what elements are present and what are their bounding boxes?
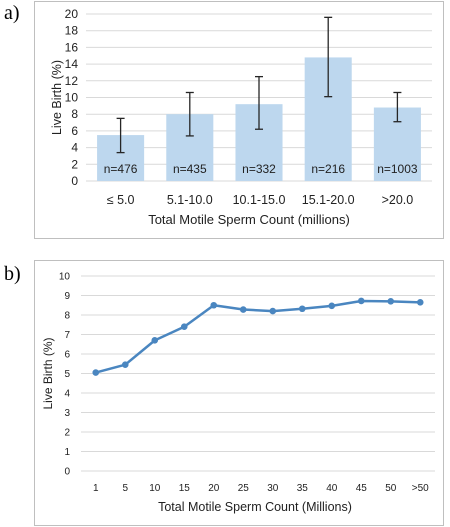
- data-point: [180, 323, 188, 331]
- y-tick-label: 20: [65, 7, 79, 21]
- y-tick-label: 6: [64, 350, 70, 361]
- y-axis-title: Live Birth (%): [41, 337, 55, 409]
- data-point: [387, 298, 395, 305]
- y-tick-label: 14: [65, 57, 79, 71]
- y-tick-label: 6: [71, 124, 78, 138]
- data-point: [239, 306, 247, 313]
- panel-b-label: b): [4, 263, 21, 285]
- y-tick-label: 8: [71, 107, 78, 121]
- y-tick-label: 10: [59, 272, 71, 283]
- x-tick-label: ≤ 5.0: [107, 193, 135, 207]
- data-point: [328, 302, 336, 310]
- data-point: [92, 369, 100, 376]
- y-tick-label: 7: [64, 330, 70, 341]
- y-tick-label: 8: [64, 311, 70, 322]
- x-tick-label: 25: [238, 483, 250, 494]
- x-tick-label: 15.1-20.0: [302, 193, 355, 207]
- y-tick-label: 10: [65, 91, 79, 105]
- x-tick-label: 5: [122, 483, 128, 494]
- y-tick-label: 0: [71, 174, 78, 188]
- x-tick-label: 45: [356, 483, 368, 494]
- x-axis-title: Total Motile Sperm Count (Millions): [158, 500, 352, 514]
- x-tick-label: 10.1-15.0: [233, 193, 286, 207]
- data-point: [298, 305, 306, 313]
- x-tick-label: 35: [297, 483, 309, 494]
- y-tick-label: 4: [64, 389, 70, 400]
- x-tick-label: 30: [267, 483, 279, 494]
- y-tick-label: 3: [64, 408, 70, 419]
- panel-a-label: a): [4, 2, 20, 24]
- y-tick-label: 2: [71, 157, 78, 171]
- x-tick-label: 1: [93, 483, 99, 494]
- x-tick-label: 10: [149, 483, 161, 494]
- y-tick-label: 12: [65, 74, 79, 88]
- y-tick-label: 2: [64, 428, 70, 439]
- x-tick-label: >50: [412, 483, 429, 494]
- y-tick-label: 9: [64, 291, 70, 302]
- data-point: [357, 297, 365, 305]
- series-line: [95, 299, 421, 374]
- sample-size-label: n=476: [104, 162, 138, 176]
- x-tick-label: 50: [385, 483, 397, 494]
- x-tick-label: 20: [208, 483, 220, 494]
- data-point: [269, 307, 277, 315]
- data-point: [151, 337, 159, 344]
- x-tick-label: >20.0: [382, 193, 414, 207]
- y-tick-label: 1: [64, 447, 70, 458]
- sample-size-label: n=332: [242, 162, 276, 176]
- y-tick-label: 4: [71, 141, 78, 155]
- y-tick-label: 5: [64, 369, 70, 380]
- x-tick-label: 40: [326, 483, 338, 494]
- y-axis-title: Live Birth (%): [50, 60, 64, 135]
- y-tick-label: 18: [65, 24, 79, 38]
- sample-size-label: n=435: [173, 162, 207, 176]
- sample-size-label: n=216: [311, 162, 345, 176]
- x-tick-label: 5.1-10.0: [167, 193, 213, 207]
- y-tick-label: 0: [64, 467, 70, 478]
- sample-size-label: n=1003: [377, 162, 418, 176]
- data-point: [416, 299, 424, 306]
- x-axis-title: Total Motile Sperm Count (millions): [148, 212, 350, 227]
- y-tick-label: 16: [65, 40, 79, 54]
- data-point: [210, 301, 218, 309]
- x-tick-label: 15: [179, 483, 191, 494]
- data-point: [121, 361, 129, 369]
